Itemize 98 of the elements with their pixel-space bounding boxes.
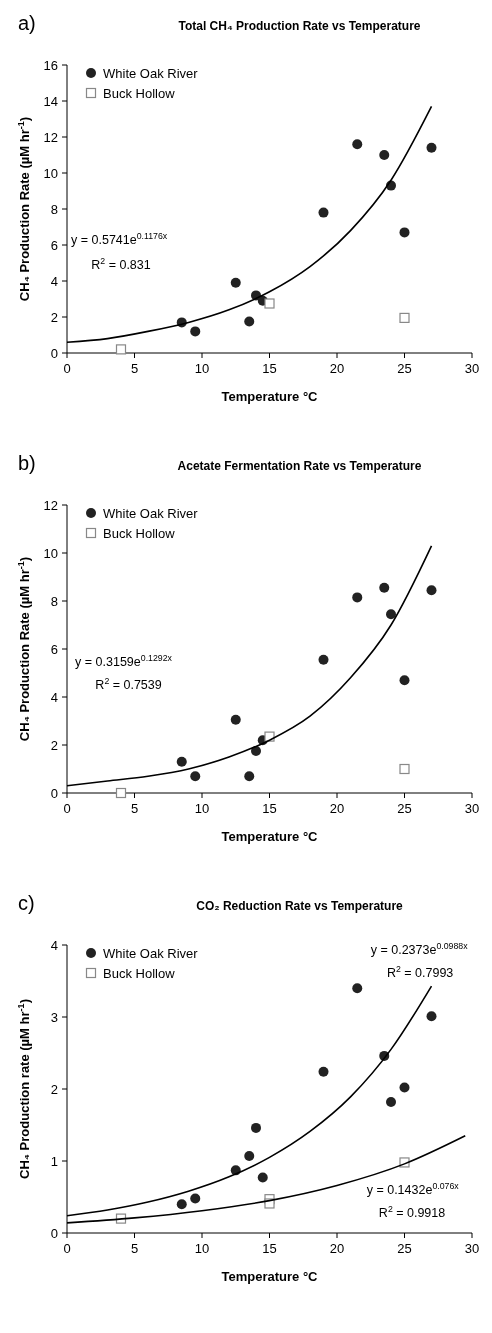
point — [318, 1066, 329, 1077]
point — [115, 787, 127, 799]
x-tick-label: 25 — [397, 1241, 412, 1256]
y-tick-label: 0 — [50, 785, 58, 801]
y-tick-label: 0 — [50, 345, 58, 361]
x-tick-label: 20 — [329, 361, 345, 376]
y-tick-label: 16 — [43, 57, 58, 73]
legend-label: Buck Hollow — [103, 525, 176, 541]
point — [399, 1082, 410, 1093]
y-tick-label: 2 — [50, 309, 58, 325]
point — [399, 312, 410, 323]
point — [379, 150, 390, 160]
legend-label: Buck Hollow — [103, 85, 176, 101]
x-tick-label: 25 — [397, 361, 412, 376]
point — [386, 609, 396, 620]
x-tick-label: 15 — [262, 361, 277, 376]
chart-title: Total CH₄ Production Rate vs Temperature — [178, 19, 421, 33]
point — [426, 585, 437, 596]
point — [426, 142, 437, 153]
legend-label: White Oak River — [103, 65, 199, 81]
point — [352, 592, 363, 603]
y-tick-label: 6 — [50, 641, 58, 657]
x-tick-label: 0 — [63, 801, 71, 816]
y-tick-label: 4 — [50, 273, 58, 289]
point — [230, 714, 241, 725]
point — [426, 1011, 437, 1022]
y-tick-label: 12 — [43, 497, 58, 513]
point — [190, 326, 201, 337]
x-tick-label: 20 — [329, 801, 345, 816]
point — [399, 763, 410, 775]
legend-label: Buck Hollow — [103, 965, 176, 981]
text: b) — [18, 452, 36, 474]
y-tick-label: 4 — [50, 689, 58, 705]
annotation: R$^{2}$ = 0.9918 — [378, 1204, 446, 1221]
point — [244, 1150, 255, 1161]
annotation: y = 0.5741e$^{0.1176x}$ — [71, 230, 168, 247]
y-tick-label: 2 — [50, 1081, 58, 1097]
y-tick-label: 10 — [43, 545, 58, 561]
x-tick-label: 5 — [130, 801, 139, 816]
point — [190, 1193, 201, 1204]
x-tick-label: 10 — [194, 801, 210, 816]
x-tick-label: 30 — [464, 801, 480, 816]
point — [176, 756, 187, 767]
x-axis-title: Temperature °C — [221, 1269, 319, 1284]
y-tick-label: 14 — [43, 93, 58, 109]
x-tick-label: 10 — [194, 1241, 210, 1256]
annotation: R$^{2}$ = 0.831 — [91, 256, 151, 273]
x-tick-label: 30 — [464, 361, 480, 376]
point — [257, 1172, 268, 1183]
text: c) — [18, 892, 35, 914]
point — [244, 316, 255, 327]
x-tick-label: 0 — [63, 361, 71, 376]
y-tick-label: 6 — [50, 237, 58, 253]
point — [251, 1122, 261, 1133]
x-axis-title: Temperature °C — [221, 389, 319, 404]
legend-label: White Oak River — [103, 945, 199, 961]
point — [115, 344, 127, 355]
point — [399, 675, 410, 686]
point — [176, 1199, 187, 1210]
x-axis-title: Temperature °C — [221, 829, 319, 844]
chart-title: Acetate Fermentation Rate vs Temperature — [177, 459, 422, 473]
y-tick-label: 8 — [50, 201, 58, 217]
annotation: y = 0.3159e$^{0.1292x}$ — [75, 653, 173, 670]
point — [244, 771, 255, 782]
y-tick-label: 8 — [50, 593, 58, 609]
point — [190, 771, 201, 782]
x-tick-label: 0 — [63, 1241, 71, 1256]
x-tick-label: 5 — [130, 361, 139, 376]
x-tick-label: 5 — [130, 1241, 139, 1256]
text: a) — [18, 12, 36, 34]
x-tick-label: 20 — [329, 1241, 345, 1256]
point — [318, 207, 329, 218]
y-tick-label: 12 — [43, 129, 58, 145]
chart-title: CO₂ Reduction Rate vs Temperature — [196, 899, 404, 913]
x-tick-label: 15 — [262, 1241, 277, 1256]
point — [352, 983, 363, 994]
point — [386, 1096, 396, 1107]
annotation: R$^{2}$ = 0.7993 — [386, 963, 454, 980]
annotation: R$^{2}$ = 0.7539 — [95, 676, 162, 693]
x-tick-label: 30 — [464, 1241, 480, 1256]
annotation: y = 0.1432e$^{0.076x}$ — [366, 1181, 460, 1198]
y-tick-label: 0 — [50, 1225, 58, 1241]
point — [399, 227, 410, 238]
y-tick-label: 2 — [50, 737, 58, 753]
annotation: y = 0.2373e$^{0.0988x}$ — [370, 940, 469, 957]
y-tick-label: 4 — [50, 937, 58, 953]
legend-label: White Oak River — [103, 505, 199, 521]
point — [379, 582, 390, 593]
y-tick-label: 10 — [43, 165, 58, 181]
x-tick-label: 10 — [194, 361, 210, 376]
x-tick-label: 25 — [397, 801, 412, 816]
x-tick-label: 15 — [262, 801, 277, 816]
y-tick-label: 1 — [50, 1153, 58, 1169]
point — [352, 139, 363, 150]
point — [318, 654, 329, 665]
point — [264, 298, 275, 309]
point — [230, 277, 241, 288]
y-tick-label: 3 — [50, 1009, 58, 1025]
